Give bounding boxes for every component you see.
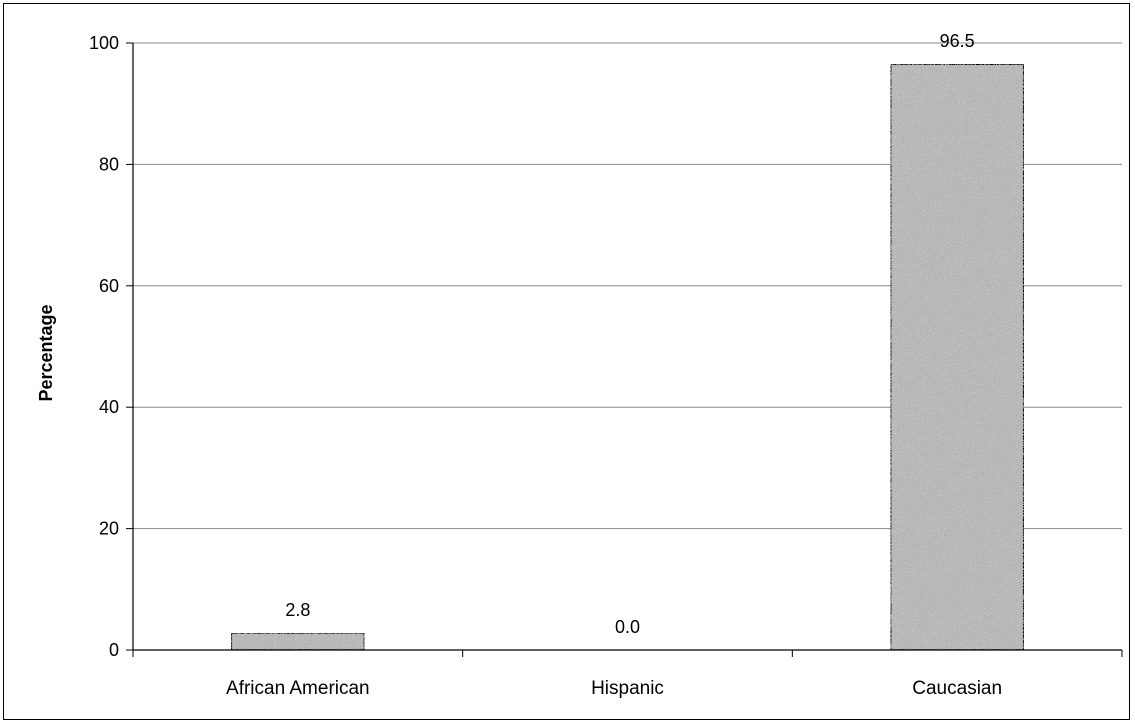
y-tick-label: 0: [109, 640, 119, 660]
axes: [126, 42, 1123, 657]
data-label: 2.8: [285, 600, 310, 620]
data-label: 96.5: [940, 31, 975, 51]
labels: 0 20 40 60 80 100 2.8 African American 0.0 Hispan…: [89, 31, 1002, 699]
bar: [230, 632, 366, 651]
bar: [889, 63, 1025, 651]
y-tick-label: 20: [99, 519, 119, 539]
category-label: Hispanic: [591, 678, 664, 699]
y-tick-label: 100: [89, 33, 119, 53]
y-axis-title: Percentage: [36, 304, 56, 401]
data-label: 0.0: [615, 617, 640, 637]
bars: [230, 63, 1025, 651]
y-tick-label: 60: [99, 276, 119, 296]
category-label: Caucasian: [912, 678, 1002, 699]
y-tick-label: 80: [99, 154, 119, 174]
y-tick-label: 40: [99, 397, 119, 417]
category-label: African American: [226, 678, 370, 699]
